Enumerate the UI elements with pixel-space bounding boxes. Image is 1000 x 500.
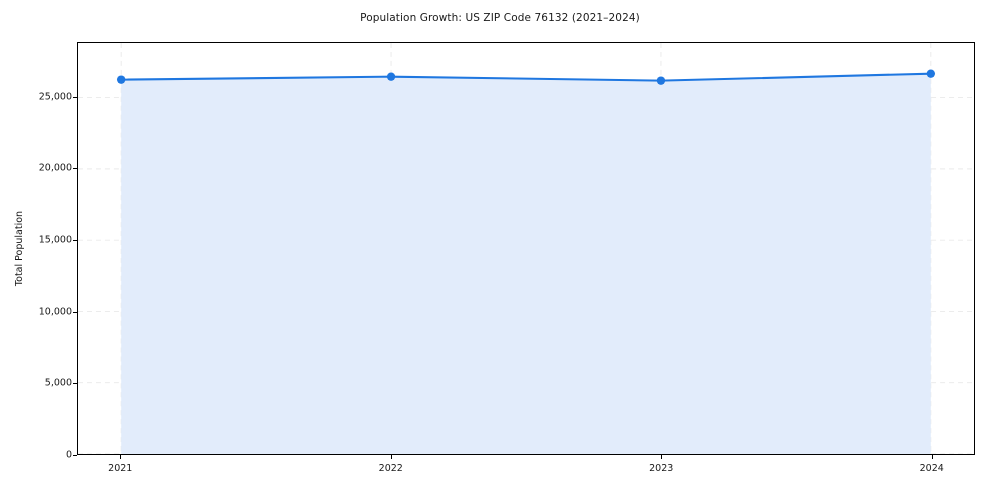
chart-title: Population Growth: US ZIP Code 76132 (20… <box>360 12 640 24</box>
plot-area <box>77 42 975 455</box>
x-axis-tick-mark <box>931 455 933 459</box>
y-axis-tick-mark <box>73 96 77 98</box>
y-axis-tick-mark <box>73 168 77 170</box>
data-point-marker <box>386 72 396 81</box>
data-point-marker <box>116 75 126 84</box>
population-series <box>116 69 936 454</box>
y-axis-tick-label: 25,000 <box>38 91 72 103</box>
x-axis-tick-mark <box>661 455 663 459</box>
plot-inner <box>78 43 974 454</box>
data-point-marker <box>656 76 666 85</box>
y-axis-tick-mark <box>73 455 77 456</box>
y-axis-tick-label: 5,000 <box>44 377 72 389</box>
y-axis-tick-mark <box>73 383 77 385</box>
data-point-marker <box>926 69 936 78</box>
area-fill <box>121 73 931 454</box>
y-axis-tick-label: 20,000 <box>38 162 72 174</box>
y-axis-tick-mark <box>73 311 77 313</box>
y-axis-tick-mark <box>73 240 77 242</box>
y-axis-tick-label: 10,000 <box>38 306 72 318</box>
x-axis-tick-label: 2022 <box>378 463 403 474</box>
y-axis-tick-label: 0 <box>65 449 72 461</box>
x-axis-tick-label: 2024 <box>919 463 944 474</box>
series-line <box>120 72 932 82</box>
x-axis-tick-mark <box>390 455 392 459</box>
y-axis-tick-labels: 0 5,000 10,000 15,000 20,000 25,000 <box>10 0 72 500</box>
x-axis-tick-label: 2023 <box>649 463 674 474</box>
x-axis-tick-mark <box>120 455 122 459</box>
x-axis-tick-label: 2021 <box>108 463 133 474</box>
y-axis-tick-label: 15,000 <box>38 234 72 246</box>
